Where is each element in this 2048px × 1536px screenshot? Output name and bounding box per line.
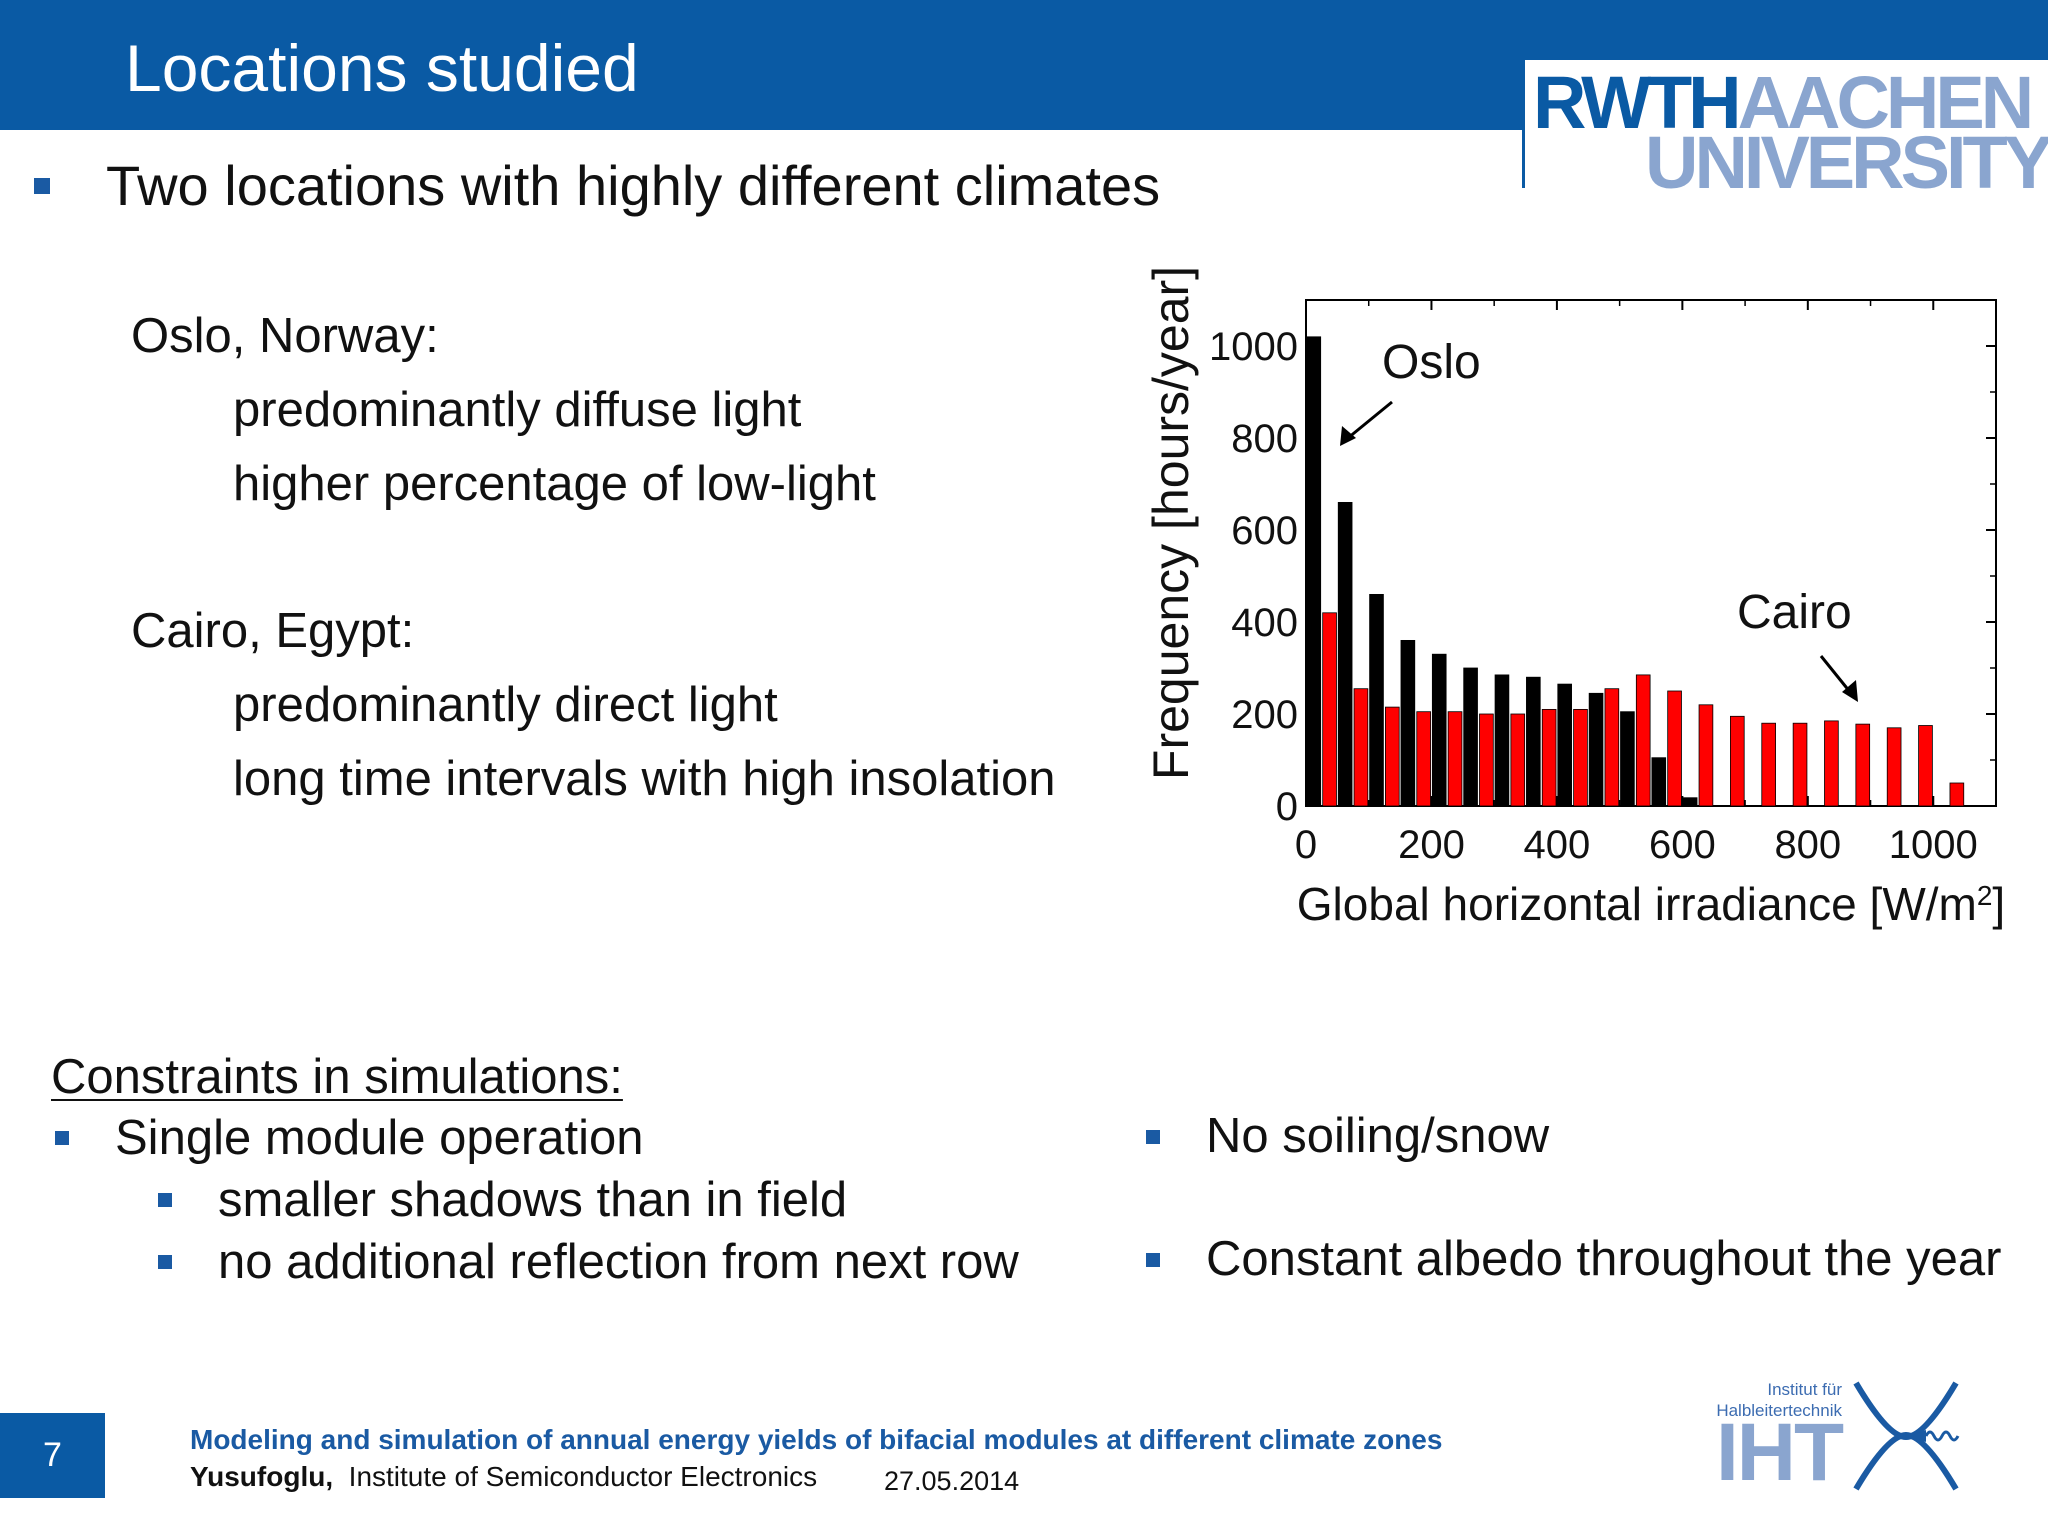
bar-cairo [1824, 720, 1839, 807]
bullet-icon [34, 178, 50, 194]
x-tick-label: 600 [1649, 823, 1716, 867]
constraint-subitem: no additional reflection from next row [218, 1235, 1019, 1289]
location-detail: predominantly direct light [233, 678, 778, 732]
bar-oslo [1369, 593, 1384, 807]
bar-cairo [1667, 690, 1682, 807]
rwth-logo: RWTHAACHEN UNIVERSITY [1522, 60, 2048, 204]
author-name: Yusufoglu, [190, 1461, 334, 1492]
bar-cairo [1730, 715, 1745, 807]
iht-institute-text: Institut für Halbleitertechnik [1716, 1380, 1842, 1420]
bar-cairo [1761, 722, 1776, 807]
bar-oslo [1651, 757, 1667, 807]
bar-cairo [1479, 713, 1494, 807]
y-tick-label: 200 [1231, 693, 1298, 737]
x-tick-label: 0 [1295, 823, 1317, 867]
bar-cairo [1573, 708, 1588, 807]
bar-cairo [1541, 708, 1557, 807]
location-name-cairo: Cairo, Egypt: [131, 604, 415, 658]
arrowhead-cairo [1842, 680, 1858, 702]
y-tick-label: 600 [1231, 509, 1298, 553]
author-institute: Institute of Semiconductor Electronics [348, 1461, 818, 1492]
bar-cairo [1447, 711, 1463, 807]
location-detail: higher percentage of low-light [233, 457, 876, 511]
y-tick-label: 1000 [1209, 325, 1298, 369]
constraint-item: Single module operation [115, 1111, 644, 1165]
bar-cairo [1886, 727, 1902, 807]
constraint-subitem: smaller shadows than in field [218, 1173, 848, 1227]
y-tick-label: 800 [1231, 417, 1298, 461]
bar-cairo [1855, 723, 1871, 807]
bar-cairo [1949, 782, 1965, 807]
bar-oslo [1494, 674, 1510, 807]
bullet-icon [158, 1255, 172, 1269]
band-diagram-icon [1853, 1381, 1960, 1491]
arrow-cairo [1819, 655, 1852, 693]
bar-cairo [1353, 688, 1369, 807]
iht-logo: Institut für Halbleitertechnik IHT [1700, 1375, 1980, 1497]
y-tick-label: 0 [1276, 785, 1298, 829]
irradiance-histogram: 0 200 400 600 800 1000 0 200 400 600 800 1000 Global… [1120, 240, 2048, 940]
bar-cairo [1918, 725, 1933, 807]
bullet-icon [1146, 1130, 1160, 1144]
bullet-icon [55, 1131, 69, 1145]
arrow-oslo [1347, 400, 1393, 440]
slide-title: Locations studied [125, 31, 639, 105]
bar-cairo [1385, 706, 1400, 807]
location-detail: long time intervals with high insolation [233, 752, 1056, 806]
footer-title: Modeling and simulation of annual energy… [190, 1424, 1443, 1455]
page-number: 7 [43, 1436, 62, 1474]
bar-oslo [1526, 676, 1541, 807]
y-axis-label: Frequency [hours/year] [1143, 266, 1199, 780]
bar-cairo [1698, 704, 1714, 807]
bar-oslo [1431, 653, 1447, 807]
bar-oslo [1588, 692, 1604, 807]
chart-svg: 0 200 400 600 800 1000 0 200 400 600 800 1000 Global… [1143, 266, 2005, 930]
bar-cairo [1416, 711, 1431, 807]
bar-cairo [1635, 674, 1651, 807]
x-tick-label: 400 [1524, 823, 1591, 867]
arrowhead-oslo [1340, 426, 1356, 446]
constraint-item: Constant albedo throughout the year [1206, 1232, 2002, 1286]
annotation-oslo: Oslo [1382, 336, 1481, 389]
x-tick-label: 200 [1398, 823, 1465, 867]
bar-oslo [1400, 639, 1416, 807]
y-tick-label: 400 [1231, 601, 1298, 645]
annotation-cairo: Cairo [1737, 586, 1852, 639]
location-name-oslo: Oslo, Norway: [131, 309, 439, 363]
plot-frame [1305, 299, 1997, 807]
x-tick-label: 1000 [1889, 823, 1978, 867]
footer-author: Yusufoglu, Institute of Semiconductor El… [190, 1461, 817, 1493]
bar-oslo [1557, 683, 1572, 807]
bar-cairo [1510, 713, 1526, 807]
x-axis-label: Global horizontal irradiance [W/m2] [1297, 878, 2005, 930]
bar-oslo [1463, 667, 1478, 807]
bar-cairo [1322, 612, 1337, 807]
bar-oslo [1620, 711, 1635, 807]
page-number-box: 7 [0, 1413, 105, 1498]
bar-oslo [1682, 797, 1698, 807]
bar-oslo [1337, 501, 1353, 807]
x-tick-label: 800 [1774, 823, 1841, 867]
bar-cairo [1792, 722, 1808, 807]
x-axis-label-superscript: 2 [1977, 880, 1993, 911]
constraints-heading: Constraints in simulations: [51, 1050, 623, 1104]
bar-cairo [1604, 688, 1620, 807]
bullet-icon [158, 1193, 172, 1207]
intro-bullet: Two locations with highly different clim… [106, 154, 1161, 217]
location-detail: predominantly diffuse light [233, 383, 802, 437]
iht-letters: IHT [1716, 1407, 1844, 1498]
bullet-icon [1146, 1253, 1160, 1267]
constraint-item: No soiling/snow [1206, 1109, 1550, 1163]
footer-date: 27.05.2014 [884, 1466, 1020, 1496]
bar-oslo [1306, 336, 1322, 807]
